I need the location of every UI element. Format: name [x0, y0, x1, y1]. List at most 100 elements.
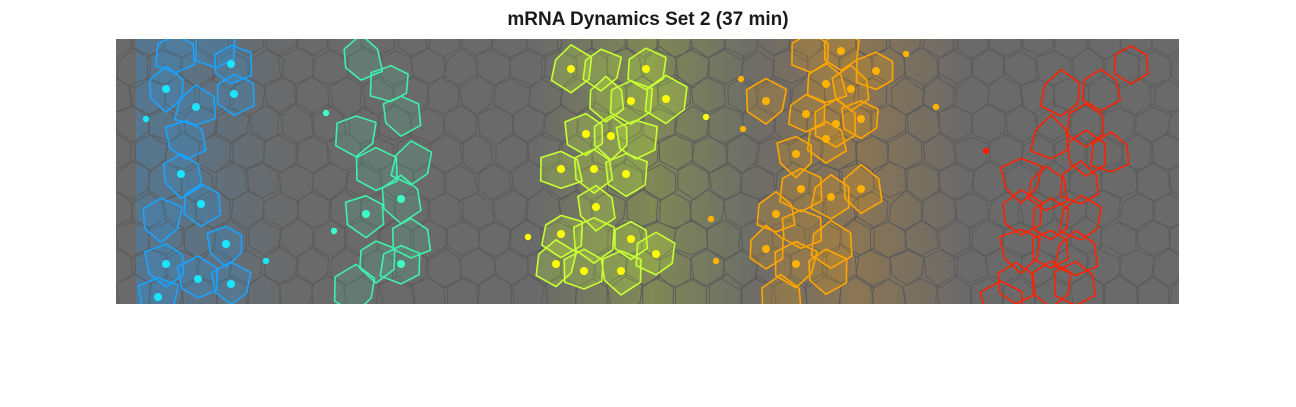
background-cell	[988, 39, 1024, 57]
background-cell	[309, 104, 347, 143]
background-cell	[770, 275, 808, 304]
lime-mrna-spot	[607, 132, 615, 140]
background-cell	[116, 76, 134, 113]
red-cell-outline	[1029, 114, 1070, 160]
background-cell	[231, 39, 265, 57]
background-cell	[904, 220, 939, 256]
orange-mrna-spot	[827, 193, 835, 201]
lime-mrna-spot	[567, 65, 575, 73]
background-cell	[349, 104, 380, 148]
background-cell	[229, 250, 262, 286]
lime-mrna-spot	[617, 267, 625, 275]
background-cell	[708, 47, 745, 85]
background-cell	[772, 47, 809, 85]
background-cell	[1037, 218, 1072, 259]
background-cell	[906, 104, 941, 144]
background-cell	[741, 106, 776, 145]
background-cell	[116, 104, 149, 144]
red-cell-outline	[1053, 229, 1099, 277]
orange-mrna-spot	[762, 97, 770, 105]
background-cell	[1168, 224, 1179, 257]
red-cell-outline	[1113, 45, 1149, 85]
background-cell	[147, 217, 184, 255]
background-cell	[904, 162, 942, 202]
background-cell	[722, 39, 758, 61]
blue-mrna-spot	[230, 90, 238, 98]
background-cell	[871, 161, 908, 199]
background-cell	[511, 104, 546, 144]
orange-mrna-spot	[902, 50, 910, 58]
background-cell	[397, 39, 431, 59]
background-cell	[1149, 78, 1179, 115]
background-cell	[590, 130, 627, 169]
background-cell	[457, 192, 495, 231]
orange-mrna-spot	[792, 260, 800, 268]
background-cell	[988, 130, 1023, 170]
background-cell	[1053, 77, 1090, 112]
blue-mrna-spot	[154, 293, 162, 301]
background-cell	[1166, 108, 1179, 140]
lime-mrna-spot	[642, 65, 650, 73]
teal-mrna-spot	[322, 109, 330, 117]
blue-mrna-spot	[177, 170, 185, 178]
background-cell	[311, 275, 347, 304]
background-cell	[459, 133, 493, 175]
background-cell	[378, 275, 416, 304]
background-cell	[1170, 54, 1179, 84]
lime-mrna-spot	[580, 267, 588, 275]
orange-mrna-spot	[797, 185, 805, 193]
blue-cell-outline	[142, 197, 183, 244]
background-cell	[972, 160, 1008, 202]
background-cell	[507, 218, 545, 259]
background-cell	[345, 162, 383, 204]
background-cell	[215, 160, 250, 201]
red-cell-outline	[1066, 129, 1106, 177]
lime-mrna-spot	[524, 233, 532, 241]
red-cell-outline	[1002, 189, 1043, 236]
background-cell	[1021, 248, 1057, 289]
background-cell	[1085, 188, 1122, 228]
background-cell	[626, 39, 660, 58]
red-cell-outline	[1031, 229, 1069, 269]
background-cell	[412, 219, 447, 261]
orange-mrna-spot	[762, 245, 770, 253]
background-cell	[476, 273, 512, 304]
figure-title: mRNA Dynamics Set 2 (37 min)	[507, 9, 789, 30]
background-cell	[740, 275, 777, 304]
red-mrna-spot	[982, 147, 990, 155]
background-cell	[937, 218, 974, 261]
background-cell	[230, 190, 265, 230]
background-cell	[1118, 193, 1156, 233]
orange-cell-outline	[808, 248, 848, 296]
background-cell	[952, 136, 990, 173]
blue-mrna-spot	[227, 280, 235, 288]
background-cell	[1099, 107, 1136, 146]
background-cell	[427, 192, 465, 231]
orange-mrna-spot	[857, 115, 865, 123]
background-cell	[376, 103, 413, 141]
orange-cell-outline	[761, 273, 802, 304]
red-cell-outline	[1081, 68, 1122, 112]
background-cell	[493, 247, 529, 286]
orange-mrna-spot	[932, 103, 940, 111]
background-cell	[296, 188, 332, 229]
background-cell	[1020, 39, 1056, 56]
background-cell	[213, 107, 251, 144]
teal-mrna-spot	[330, 227, 338, 235]
lime-mrna-spot	[590, 165, 598, 173]
orange-mrna-spot	[832, 120, 840, 128]
background-cell	[1068, 164, 1103, 203]
background-cell	[409, 47, 446, 84]
background-cell	[1052, 39, 1088, 61]
background-cell	[146, 49, 183, 86]
background-cell	[770, 219, 808, 257]
background-cell	[539, 221, 577, 261]
blue-cell-outline	[137, 277, 180, 304]
teal-cell-outline	[391, 217, 432, 259]
background-cell	[393, 76, 430, 116]
background-cell	[720, 249, 758, 291]
background-cell	[181, 276, 219, 304]
teal-mrna-spot	[397, 260, 405, 268]
orange-mrna-spot	[837, 47, 845, 55]
background-cell	[655, 192, 692, 230]
